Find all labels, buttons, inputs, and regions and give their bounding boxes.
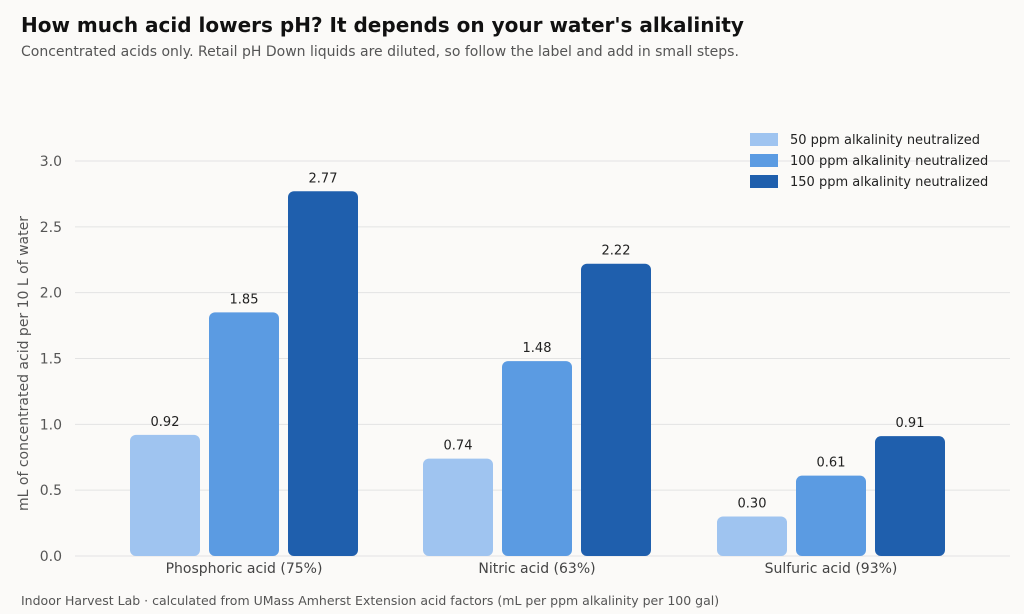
bar-value-label: 2.22: [602, 244, 631, 259]
bar: [209, 312, 279, 556]
x-tick-label: Nitric acid (63%): [478, 561, 595, 577]
bar: [288, 191, 358, 557]
bar: [502, 361, 572, 556]
y-tick-label: 0.5: [40, 483, 62, 499]
bar-value-label: 0.91: [896, 416, 925, 431]
y-tick-label: 1.0: [40, 417, 62, 433]
y-tick-label: 2.0: [40, 286, 62, 302]
bar-value-label: 0.92: [151, 415, 180, 430]
bar-value-label: 0.61: [817, 456, 846, 471]
x-tick-label: Sulfuric acid (93%): [765, 561, 898, 577]
bar-value-label: 1.48: [523, 341, 552, 356]
y-tick-label: 3.0: [40, 154, 62, 170]
bar: [875, 436, 945, 556]
legend-entry: 100 ppm alkalinity neutralized: [790, 154, 988, 169]
y-tick-label: 0.0: [40, 549, 62, 565]
bars: [130, 191, 945, 557]
x-axis-ticks: Phosphoric acid (75%) Nitric acid (63%) Su…: [166, 561, 898, 577]
source-note: Indoor Harvest Lab · calculated from UMa…: [21, 593, 720, 608]
y-tick-label: 2.5: [40, 220, 62, 236]
legend-swatch: [750, 154, 778, 167]
bar-value-labels: 0.92 0.74 0.30 1.85 1.48 0.61 2.77 2.22 0.91: [151, 171, 925, 511]
bar: [717, 516, 787, 556]
legend-entry: 50 ppm alkalinity neutralized: [790, 133, 980, 148]
bar: [130, 434, 200, 556]
legend-swatch: [750, 175, 778, 188]
legend-entry: 150 ppm alkalinity neutralized: [790, 175, 988, 190]
legend-swatch: [750, 133, 778, 146]
bar-value-label: 1.85: [230, 292, 259, 307]
legend: 50 ppm alkalinity neutralized 100 ppm alk…: [750, 133, 988, 190]
y-axis-ticks: 0.0 0.5 1.0 1.5 2.0 2.5 3.0: [40, 154, 62, 565]
y-tick-label: 1.5: [40, 352, 62, 368]
bar-value-label: 0.30: [738, 497, 767, 512]
bar: [581, 263, 651, 556]
y-axis-label: mL of concentrated acid per 10 L of wate…: [16, 216, 32, 511]
x-tick-label: Phosphoric acid (75%): [166, 561, 323, 577]
bar-value-label: 2.77: [309, 171, 338, 186]
bar: [796, 475, 866, 556]
chart-title: How much acid lowers pH? It depends on y…: [21, 13, 744, 37]
bar-value-label: 0.74: [444, 439, 473, 454]
bar: [423, 458, 493, 556]
chart-subtitle: Concentrated acids only. Retail pH Down …: [21, 44, 739, 60]
